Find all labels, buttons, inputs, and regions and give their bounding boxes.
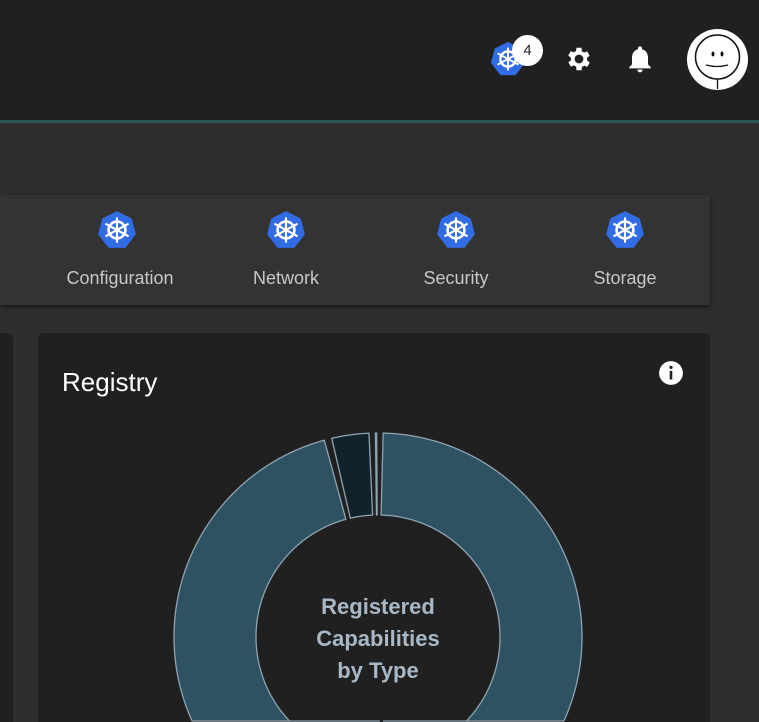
donut-slice[interactable] <box>173 439 380 722</box>
card-title: Registry <box>62 367 158 397</box>
registry-donut-chart <box>173 432 583 722</box>
kubernetes-icon <box>437 211 475 248</box>
category-network[interactable]: Network <box>211 195 361 305</box>
donut-slice[interactable] <box>331 432 374 519</box>
bell-icon[interactable] <box>624 43 656 75</box>
category-strip: Configuration Network Security Storage <box>0 195 710 305</box>
avatar[interactable] <box>687 29 748 90</box>
category-label: Storage <box>593 268 657 288</box>
gear-icon[interactable] <box>564 44 594 74</box>
kubernetes-icon <box>267 211 305 248</box>
donut-center-label: Registered Capabilities by Type <box>278 591 478 687</box>
notification-count-badge: 4 <box>512 35 543 66</box>
info-icon[interactable] <box>658 360 684 386</box>
kubernetes-icon <box>606 211 644 248</box>
center-label-line: Capabilities <box>316 626 440 651</box>
center-label-line: Registered <box>321 594 435 619</box>
kubernetes-icon <box>98 211 136 248</box>
registry-card: Registry Registered Capabilities by Type <box>38 333 710 722</box>
category-security[interactable]: Security <box>381 195 531 305</box>
top-header: 4 <box>0 0 759 123</box>
category-label: Network <box>252 268 319 288</box>
category-label: Configuration <box>66 268 174 288</box>
center-label-line: by Type <box>337 658 419 683</box>
donut-slice[interactable] <box>380 432 583 722</box>
left-card <box>0 333 13 722</box>
category-configuration[interactable]: Configuration <box>42 195 192 305</box>
category-label: Security <box>423 268 489 288</box>
donut-slice[interactable] <box>374 432 378 516</box>
category-storage[interactable]: Storage <box>550 195 700 305</box>
